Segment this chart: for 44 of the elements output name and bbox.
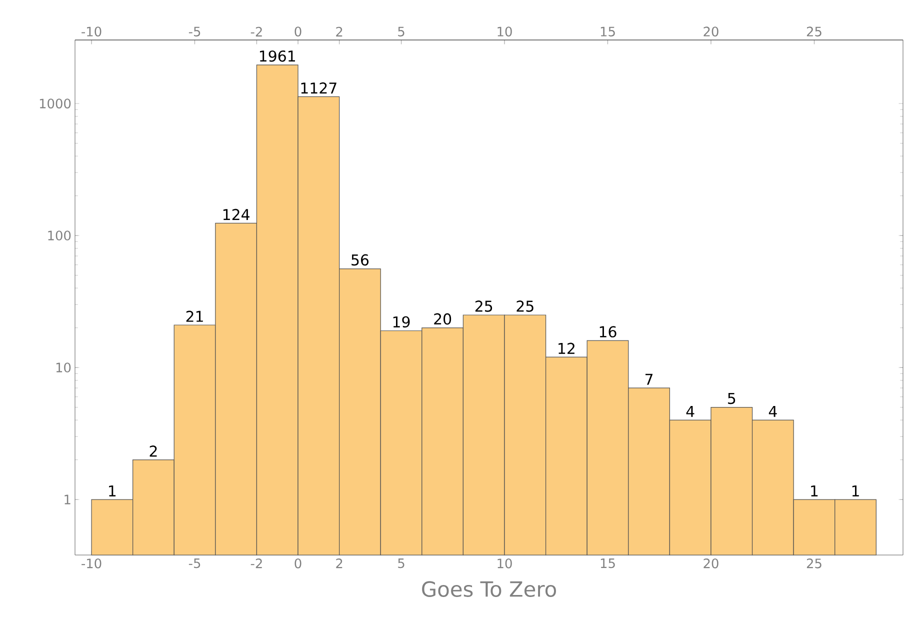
data-label: 25 xyxy=(516,300,534,312)
x-tick-label: 15 xyxy=(600,26,615,36)
x-tick-label: 2 xyxy=(336,26,342,36)
x2-tick-label: 10 xyxy=(498,558,512,568)
x-tick-label: 10 xyxy=(498,26,512,36)
x2-tick-label: 2 xyxy=(336,558,342,568)
x-tick-label: 5 xyxy=(398,26,404,36)
data-label: 1 xyxy=(852,485,859,496)
data-label: 1 xyxy=(109,485,116,496)
data-label: 25 xyxy=(475,300,492,312)
y-tick-label: 1 xyxy=(64,494,70,504)
data-label: 1127 xyxy=(301,82,336,94)
y-tick-label: 1000 xyxy=(40,98,71,108)
x2-tick-label: 20 xyxy=(704,558,718,568)
x-tick-label: 0 xyxy=(294,26,302,36)
x2-tick-label: -10 xyxy=(82,558,102,568)
x-tick-label: -2 xyxy=(250,26,262,36)
x-tick-label: 25 xyxy=(806,26,822,36)
x-tick-label: -10 xyxy=(82,26,102,36)
data-label: 21 xyxy=(186,310,203,322)
data-label: 1961 xyxy=(260,50,295,62)
x2-tick-label: 25 xyxy=(806,558,822,568)
x2-tick-label: -5 xyxy=(188,558,200,568)
data-label: 7 xyxy=(646,374,653,385)
data-label: 56 xyxy=(352,254,369,266)
data-label: 4 xyxy=(768,406,777,417)
x-tick-label: -5 xyxy=(188,26,200,36)
x2-tick-label: 15 xyxy=(600,558,615,568)
data-label: 4 xyxy=(686,406,694,417)
y-tick-label: 10 xyxy=(56,362,71,372)
data-label: 16 xyxy=(600,326,616,338)
x2-tick-label: -2 xyxy=(250,558,262,568)
data-label: 19 xyxy=(393,316,410,328)
data-label: 124 xyxy=(223,208,250,220)
x-tick-label: 20 xyxy=(704,26,718,36)
data-label: 5 xyxy=(728,392,736,404)
data-label: 20 xyxy=(434,313,452,325)
x2-tick-label: 0 xyxy=(294,558,302,568)
y-tick-label: 100 xyxy=(48,230,71,240)
data-label: 12 xyxy=(558,342,574,354)
x2-tick-label: 5 xyxy=(398,558,404,568)
x-axis-title: Goes To Zero xyxy=(422,581,556,597)
data-label: 1 xyxy=(811,485,818,496)
data-label: 2 xyxy=(150,446,157,457)
